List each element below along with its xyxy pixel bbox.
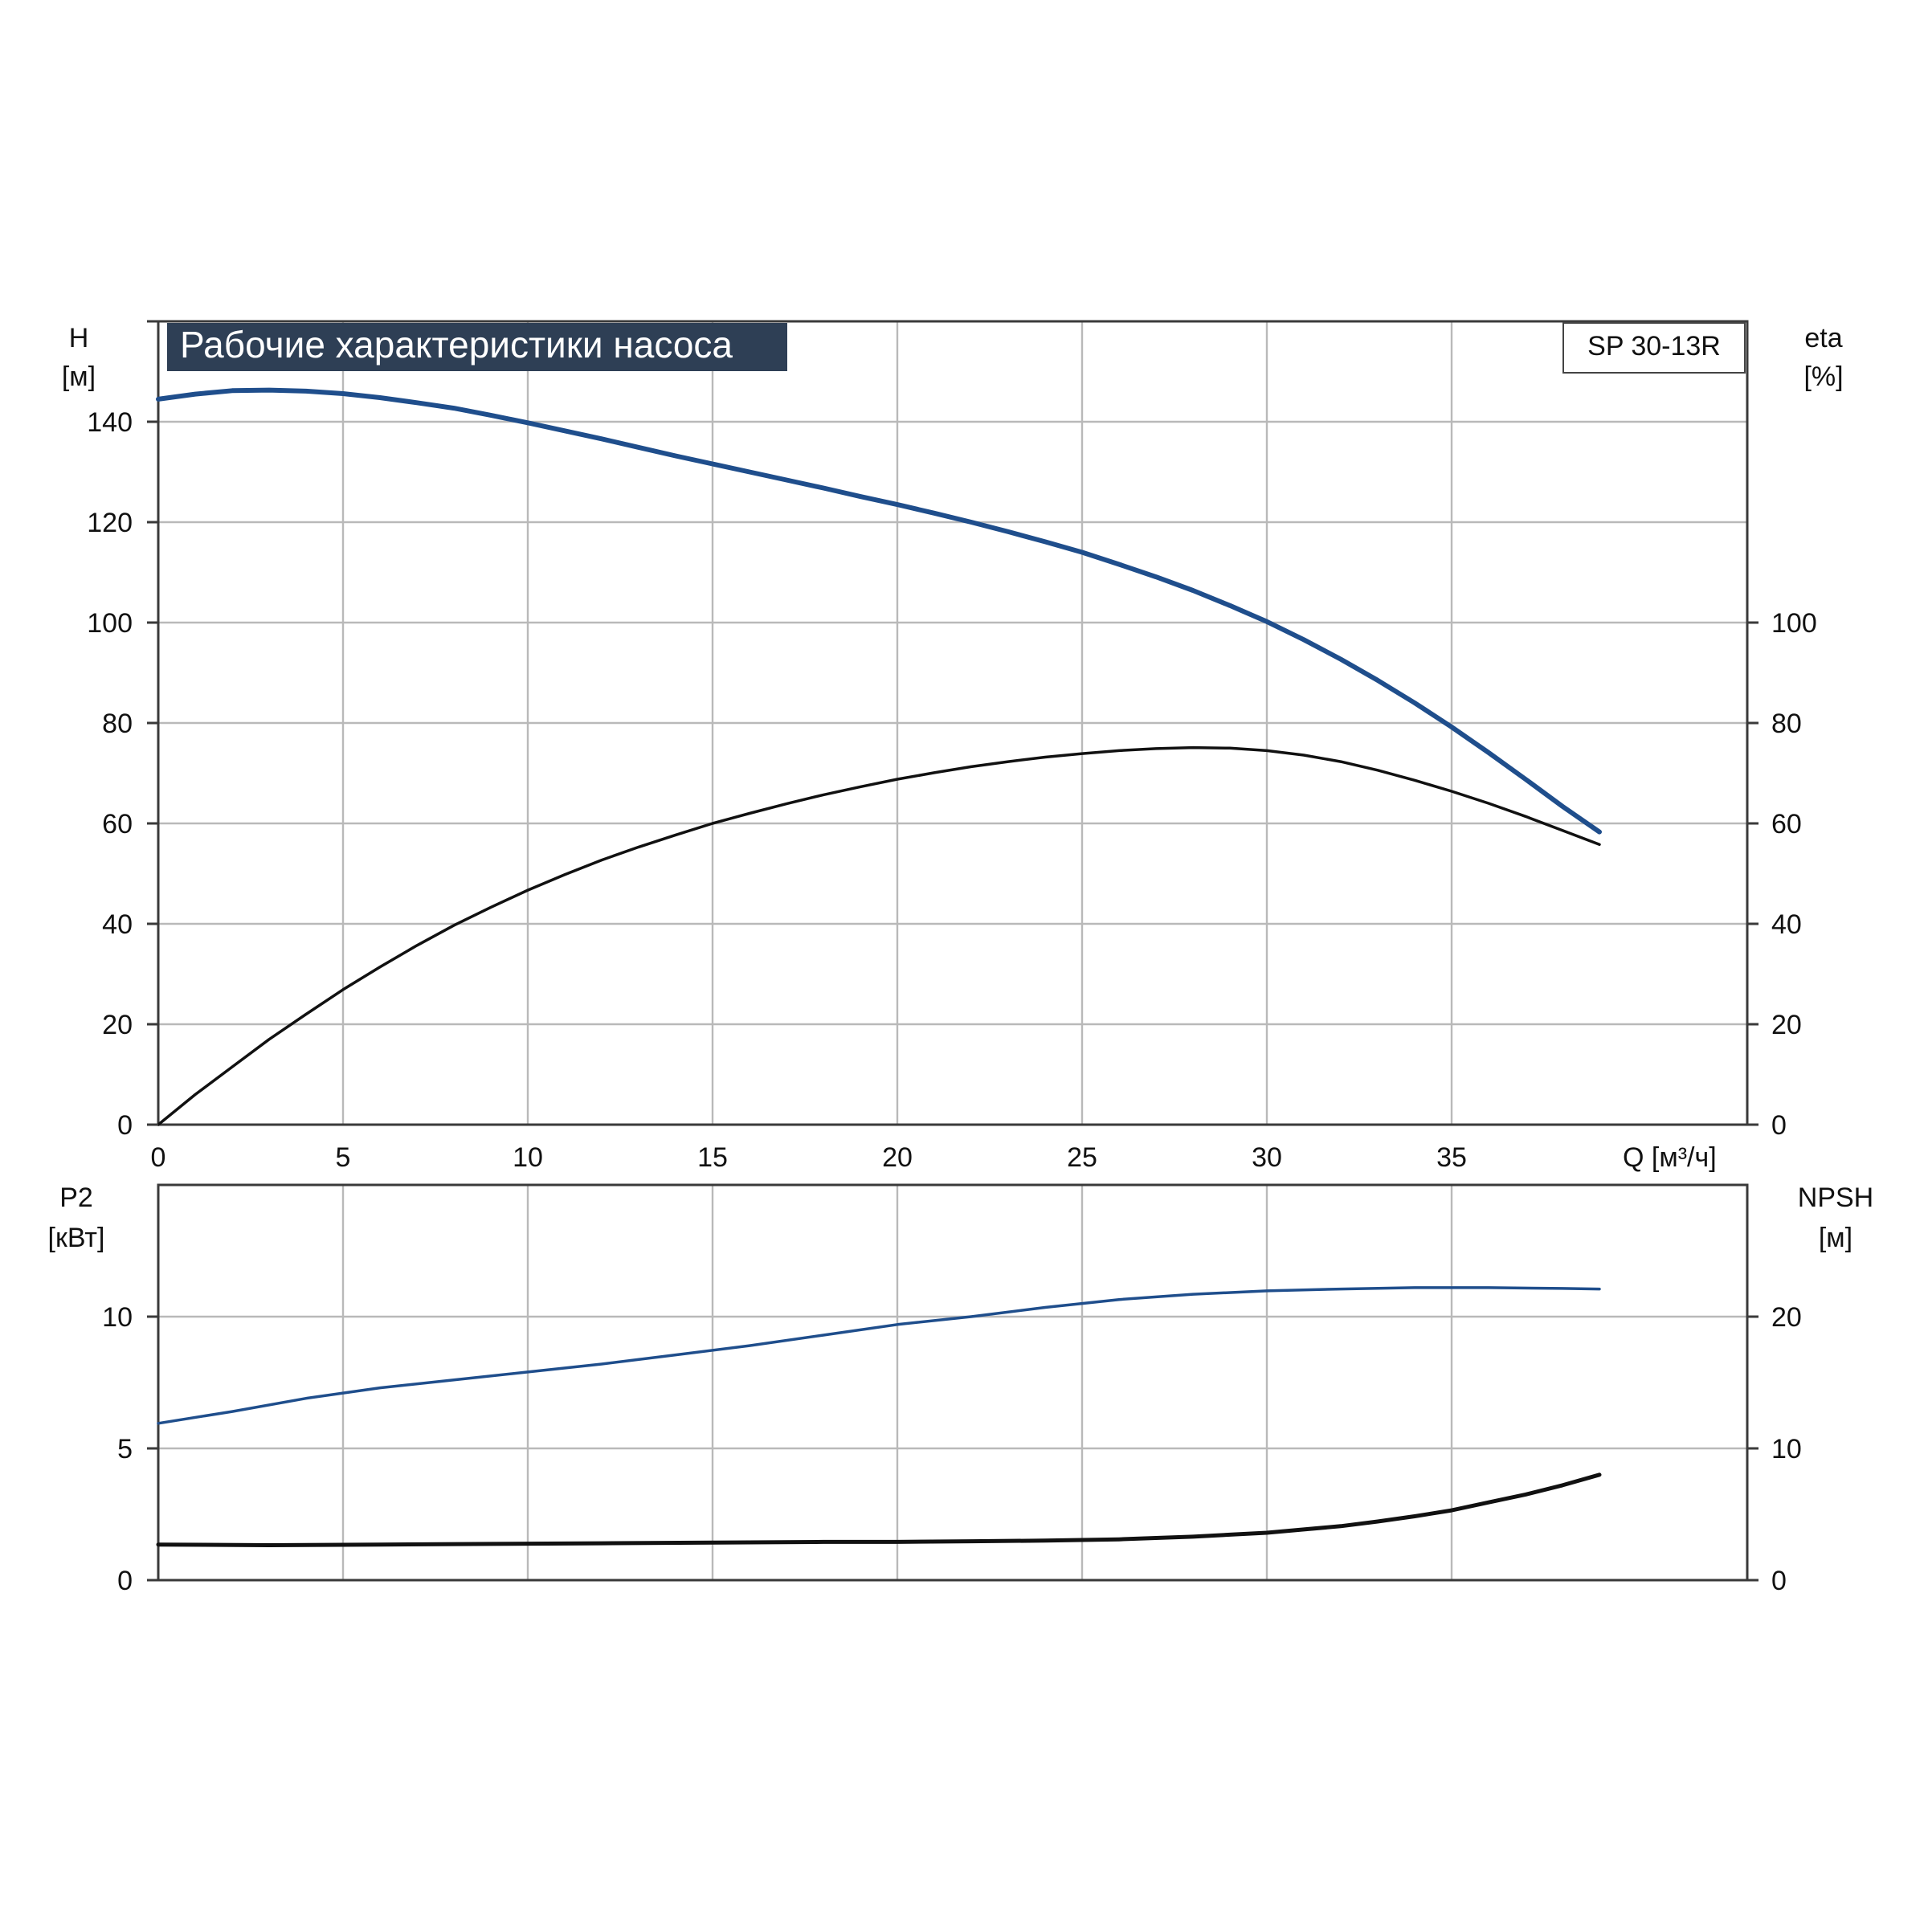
top-left-tick-label: 140 (87, 407, 133, 438)
bottom-left-tick-label: 5 (117, 1434, 133, 1464)
bottom-right-tick-label: 20 (1771, 1302, 1802, 1333)
top-right-tick-label: 40 (1771, 909, 1802, 940)
bottom-series (156, 1286, 1602, 1547)
top-right-tick-label: 0 (1771, 1110, 1787, 1141)
model-label: SP 30-13R (1587, 331, 1721, 361)
bottom-left-tick-label: 0 (117, 1566, 133, 1596)
top-x-tick-label: 15 (697, 1142, 728, 1173)
p2-axis-unit: [кВт] (48, 1223, 105, 1253)
top-series-line-2 (157, 745, 1601, 1126)
bottom-left-tick-label: 10 (102, 1302, 133, 1333)
bottom-right-tick-label: 10 (1771, 1434, 1802, 1464)
top-left-tick-label: 0 (117, 1110, 133, 1141)
top-x-tick-label: 30 (1252, 1142, 1282, 1173)
top-left-tick-label: 80 (102, 709, 133, 739)
top-right-tick-label: 100 (1771, 608, 1817, 639)
h-axis-title: H (69, 323, 89, 353)
bottom-series-line-2 (156, 1472, 1602, 1547)
top-series-line-1 (156, 387, 1602, 835)
bottom-series-line-1 (157, 1286, 1601, 1425)
top-x-tick-label: 10 (513, 1142, 543, 1173)
top-left-tick-label: 120 (87, 508, 133, 538)
top-panel: 0 20 40 60 80 100 120 140 0 20 40 60 80 100 0 5 10 15 20 25… (62, 320, 1844, 1173)
chart-title-box (167, 323, 787, 371)
top-x-tick-label: 25 (1067, 1142, 1097, 1173)
npsh-axis-unit: [м] (1819, 1223, 1852, 1253)
top-right-tick-label: 80 (1771, 709, 1802, 739)
model-label-box (1562, 322, 1746, 374)
bottom-plot-frame (157, 1183, 1749, 1582)
top-right-tick-label: 20 (1771, 1010, 1802, 1040)
bottom-panel: 0 5 10 0 10 20 P2 [кВт] NPSH [м] (48, 1182, 1874, 1596)
top-left-tick-label: 40 (102, 909, 133, 940)
bottom-right-tick-label: 0 (1771, 1566, 1787, 1596)
top-right-tick-label: 60 (1771, 809, 1802, 839)
top-grid (158, 320, 1747, 1125)
top-ticks: 0 20 40 60 80 100 120 140 0 20 40 60 80 100 0 5 10 15 20 25… (87, 320, 1817, 1173)
top-left-tick-label: 60 (102, 809, 133, 839)
q-axis-title: Q [м³/ч] (1623, 1142, 1717, 1173)
h-axis-unit: [м] (62, 361, 96, 392)
top-left-tick-label: 20 (102, 1010, 133, 1040)
npsh-axis-title: NPSH (1798, 1182, 1873, 1213)
chart-title: Рабочие характеристики насоса (180, 324, 733, 366)
top-x-tick-label: 0 (151, 1142, 166, 1173)
top-x-tick-label: 35 (1436, 1142, 1467, 1173)
top-series (156, 387, 1602, 1126)
eta-axis-title: eta (1804, 323, 1842, 353)
p2-axis-title: P2 (59, 1182, 93, 1213)
bottom-grid (158, 1185, 1747, 1580)
eta-axis-unit: [%] (1803, 361, 1843, 392)
top-x-tick-label: 5 (336, 1142, 351, 1173)
top-left-tick-label: 100 (87, 608, 133, 639)
bottom-ticks: 0 5 10 0 10 20 (102, 1302, 1802, 1596)
top-x-tick-label: 20 (882, 1142, 913, 1173)
